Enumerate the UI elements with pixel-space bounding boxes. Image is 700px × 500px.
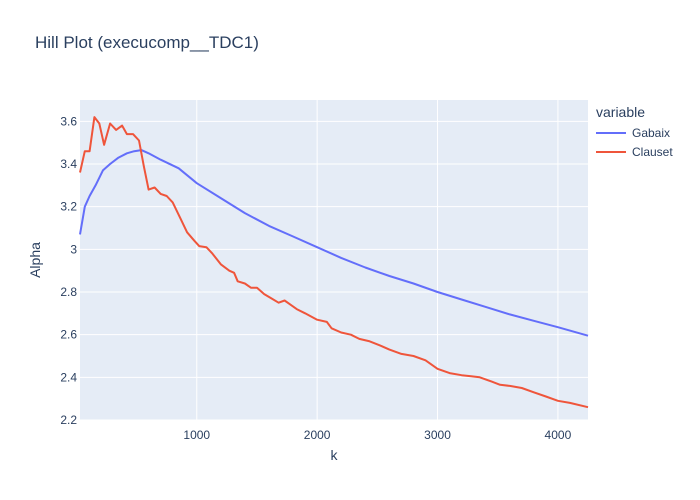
y-tick-label: 2.4 — [60, 370, 77, 384]
y-tick-label: 2.6 — [60, 328, 77, 342]
y-tick-label: 3.2 — [60, 200, 77, 214]
legend-label-clauset: Clauset — [632, 145, 673, 159]
legend-swatch-clauset — [596, 151, 626, 153]
x-tick-label: 2000 — [304, 428, 331, 442]
series-layer — [79, 116, 589, 409]
legend-item-gabaix[interactable]: Gabaix — [596, 123, 670, 143]
grid-lines — [80, 100, 588, 421]
series-line-clauset[interactable] — [79, 116, 589, 409]
series-line-gabaix[interactable] — [79, 149, 589, 337]
y-tick-label: 2.2 — [60, 413, 77, 427]
y-axis-title: Alpha — [27, 242, 43, 278]
x-tick-label: 1000 — [183, 428, 210, 442]
x-tick-labels: 1000 2000 3000 4000 — [183, 428, 571, 442]
y-tick-label: 2.8 — [60, 285, 77, 299]
legend-swatch-gabaix — [596, 132, 626, 134]
plot-background — [80, 100, 588, 420]
y-tick-label: 3.6 — [60, 114, 77, 128]
legend-item-clauset[interactable]: Clauset — [596, 142, 673, 162]
y-tick-labels: 2.2 2.4 2.6 2.8 3 3.2 3.4 3.6 — [60, 114, 77, 427]
x-tick-label: 3000 — [424, 428, 451, 442]
y-tick-label: 3.4 — [60, 157, 77, 171]
legend-title: variable — [596, 104, 646, 120]
y-tick-label: 3 — [70, 242, 77, 256]
x-axis-title: k — [331, 447, 339, 463]
x-tick-label: 4000 — [545, 428, 572, 442]
chart-title: Hill Plot (execucomp__TDC1) — [35, 33, 259, 52]
legend-label-gabaix: Gabaix — [632, 126, 671, 140]
